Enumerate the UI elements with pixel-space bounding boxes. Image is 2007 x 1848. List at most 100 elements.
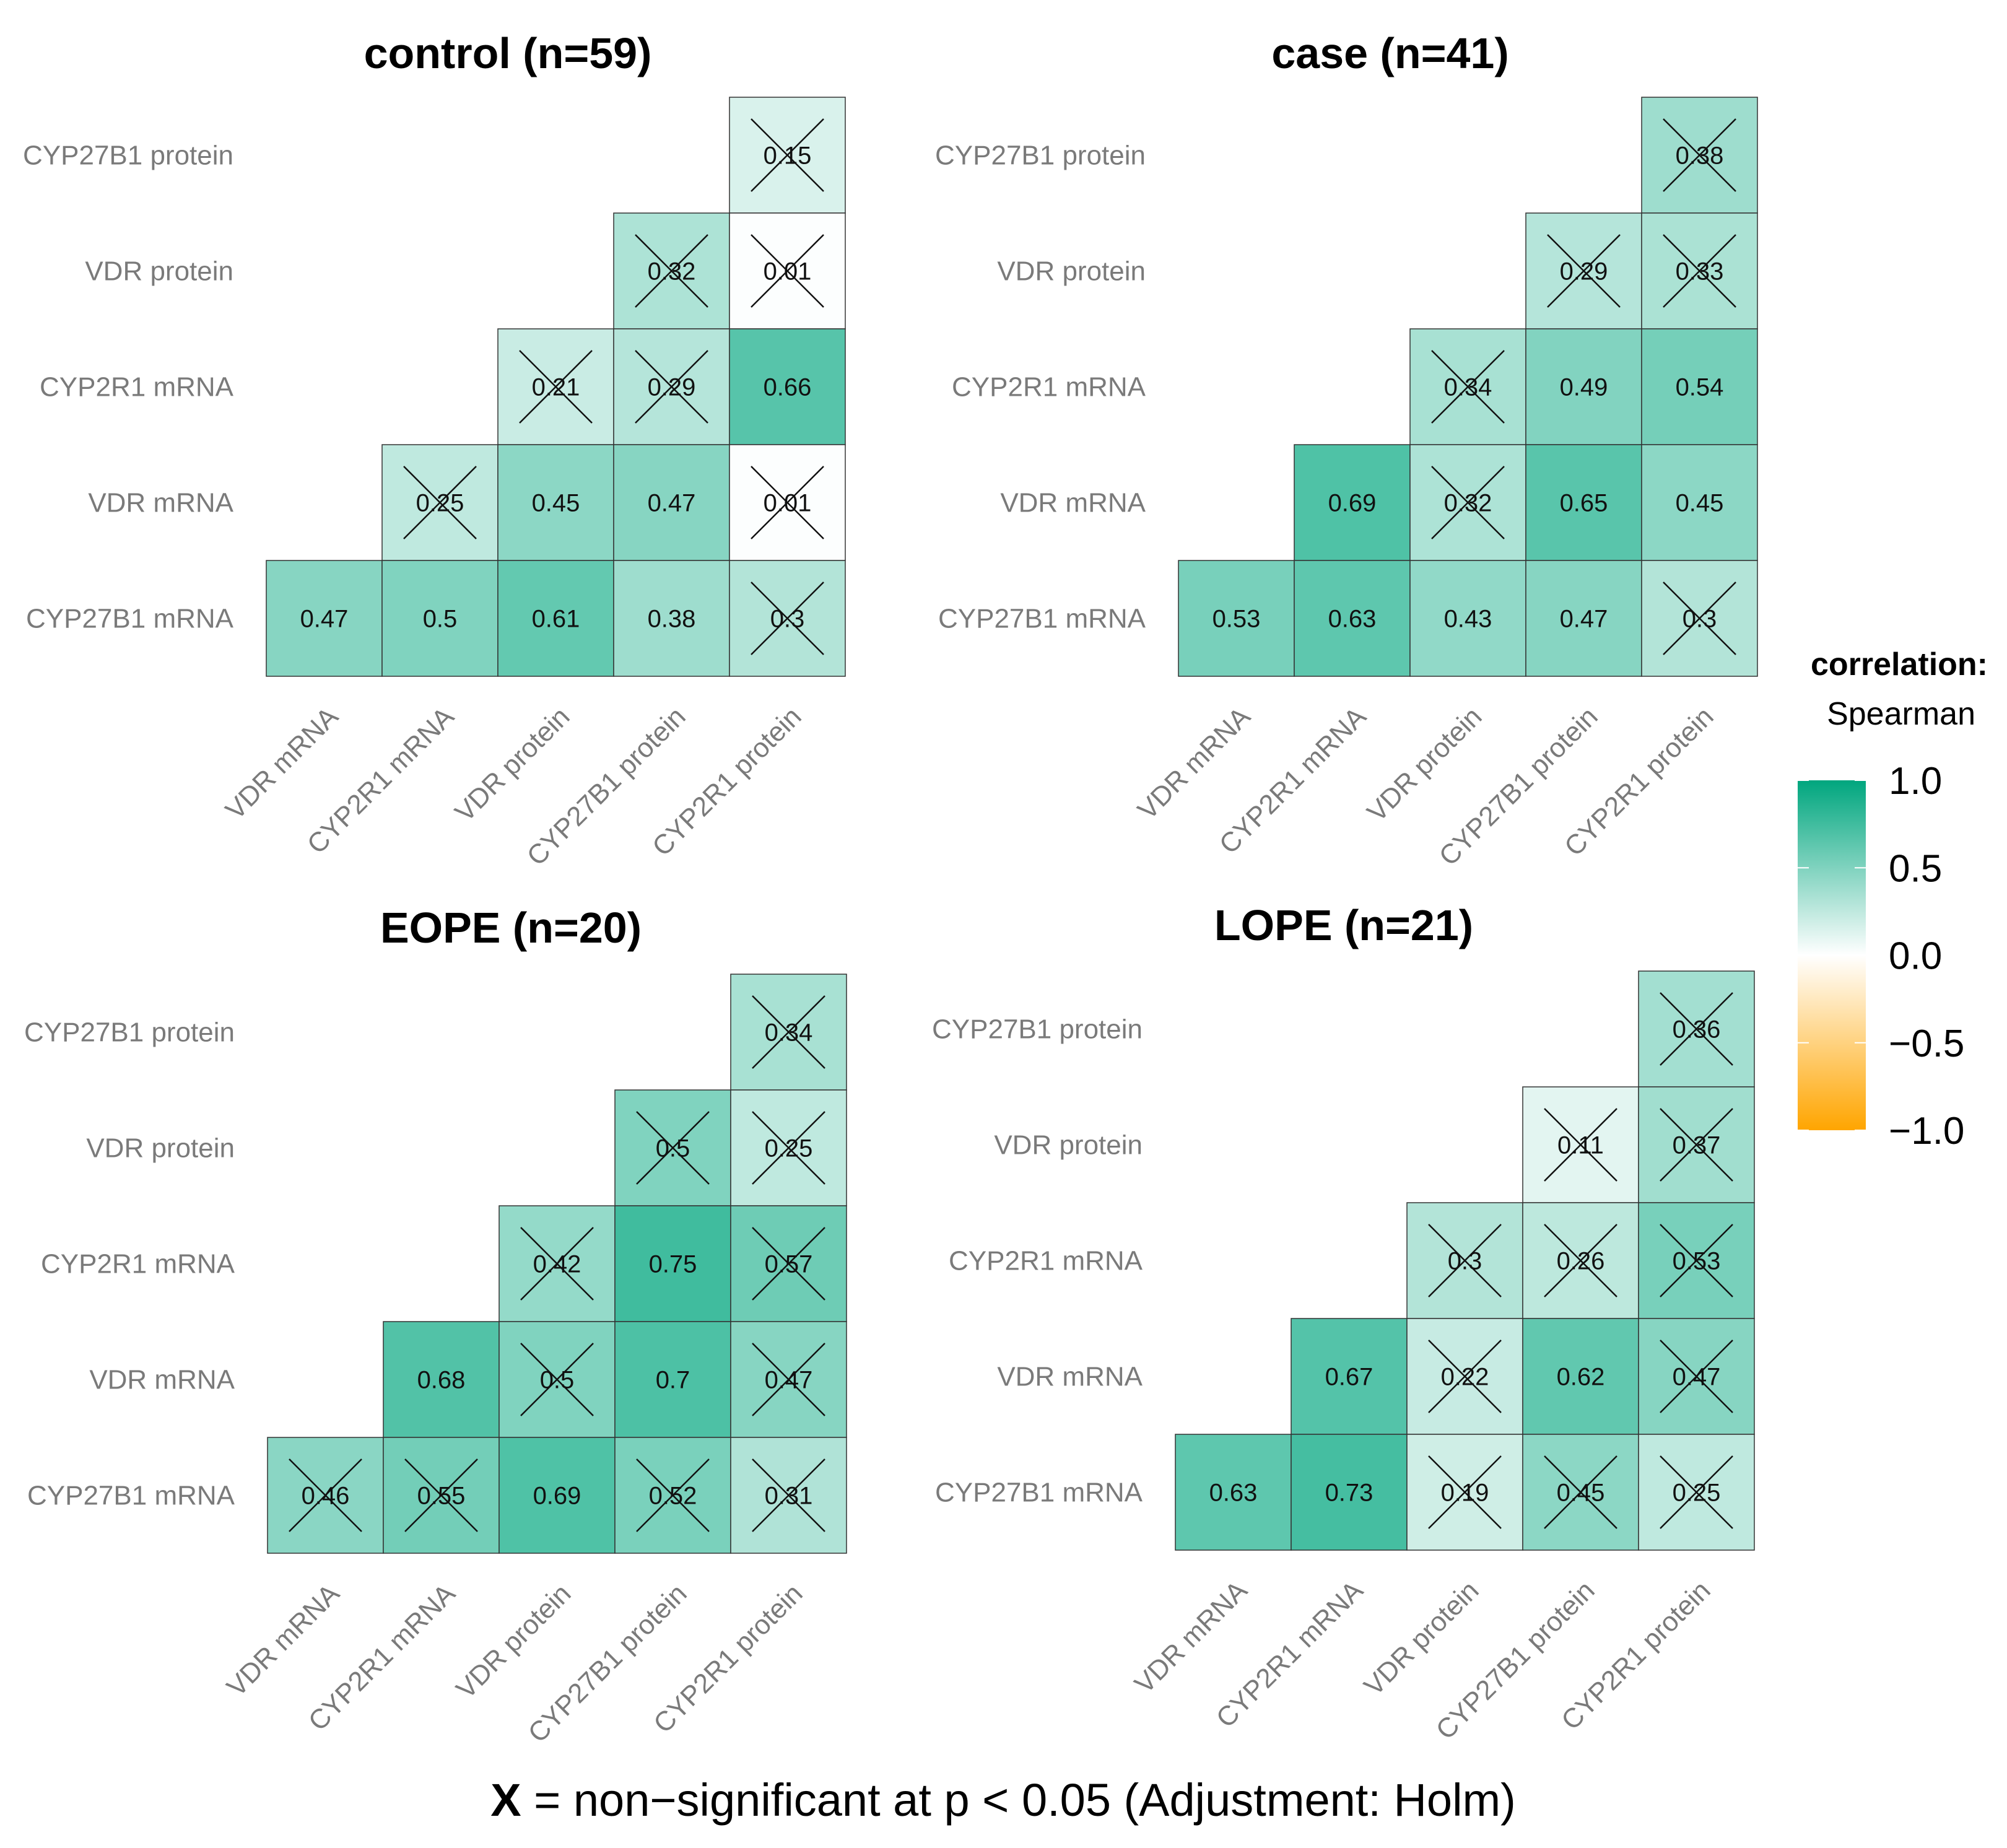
cell-value: 0.68 [417, 1367, 466, 1394]
heatmap-cell: 0.45 [497, 444, 614, 561]
heatmap-cell: 0.36 [1638, 970, 1755, 1087]
nonsignificant-cross-b [1428, 1455, 1502, 1529]
nonsignificant-cross-b [1544, 1224, 1617, 1297]
heatmap-cell: 0.67 [1291, 1318, 1408, 1435]
cell-value: 0.47 [1560, 606, 1608, 633]
column-label: VDR protein [449, 701, 575, 827]
cell-value: 0.65 [1560, 490, 1608, 517]
panels-layer: control (n=59) CYP27B1 protein VDR protein… [23, 29, 1758, 1748]
nonsignificant-cross-b [289, 1458, 362, 1532]
heatmap-cell: 0.29 [1525, 212, 1642, 329]
heatmap-cell: 0.5 [381, 560, 498, 677]
cell-fill [497, 560, 614, 677]
legend-title: correlation: [1811, 647, 1988, 682]
heatmap-cell: 0.47 [266, 560, 383, 677]
cell-fill [383, 1321, 500, 1438]
nonsignificant-cross-b [1663, 234, 1736, 308]
cell-fill [729, 328, 846, 445]
cell-fill [1525, 328, 1642, 445]
heatmap-cell: 0.31 [730, 1437, 847, 1554]
heatmap-cell: 0.45 [1522, 1434, 1639, 1551]
heatmap-cell: 0.3 [729, 560, 846, 677]
nonsignificant-cross-b [519, 350, 593, 424]
column-label: VDR mRNA [1129, 1575, 1253, 1699]
cell-fill [498, 1437, 616, 1554]
heatmap-cell: 0.26 [1522, 1202, 1639, 1319]
cell-fill [1525, 560, 1642, 677]
row-label: CYP27B1 protein [935, 141, 1146, 171]
nonsignificant-cross-b [404, 1458, 478, 1532]
cell-fill [497, 444, 614, 561]
row-label: CYP2R1 mRNA [41, 1249, 235, 1279]
heatmap-cell: 0.29 [613, 328, 730, 445]
heatmap-cell: 0.69 [1294, 444, 1411, 561]
cell-value: 0.38 [648, 606, 696, 633]
heatmap-cell: 0.46 [267, 1437, 384, 1554]
heatmap-cell: 0.25 [381, 444, 498, 561]
heatmap-cell: 0.63 [1175, 1434, 1292, 1551]
cell-value: 0.43 [1444, 606, 1492, 633]
nonsignificant-cross-b [1663, 118, 1736, 192]
nonsignificant-cross-b [751, 582, 824, 655]
nonsignificant-cross-b [752, 1343, 825, 1416]
heatmap-cell: 0.73 [1291, 1434, 1408, 1551]
cell-value: 0.5 [423, 606, 458, 633]
heatmap-cell: 0.5 [614, 1089, 731, 1206]
caption-symbol: X [490, 1774, 521, 1826]
cell-value: 0.73 [1325, 1480, 1374, 1507]
nonsignificant-cross-b [752, 1227, 825, 1301]
nonsignificant-cross-b [1660, 1340, 1733, 1413]
heatmap-cell: 0.38 [613, 560, 730, 677]
cell-fill [1522, 1318, 1639, 1435]
panel-title: EOPE (n=20) [380, 904, 642, 952]
row-label: VDR protein [994, 1130, 1143, 1161]
cell-value: 0.63 [1328, 606, 1377, 633]
cell-value: 0.69 [1328, 490, 1377, 517]
heatmap-cell: 0.45 [1641, 444, 1758, 561]
heatmap-cell: 0.3 [1641, 560, 1758, 677]
row-label: CYP27B1 protein [24, 1018, 235, 1048]
heatmap-cell: 0.52 [614, 1437, 731, 1554]
column-label: VDR protein [450, 1578, 577, 1704]
nonsignificant-cross-b [1660, 1455, 1733, 1529]
legend-subtitle: Spearman [1827, 696, 1975, 732]
row-label: CYP27B1 mRNA [27, 1481, 235, 1511]
row-label: VDR protein [86, 1133, 235, 1164]
heatmap-cell: 0.32 [1409, 444, 1526, 561]
heatmap-cell: 0.01 [729, 444, 846, 561]
heatmap-cell: 0.54 [1641, 328, 1758, 445]
heatmap-cell: 0.63 [1294, 560, 1411, 677]
cell-fill [1638, 1086, 1755, 1203]
heatmap-cell: 0.57 [730, 1205, 847, 1322]
heatmap-cell: 0.15 [729, 97, 846, 214]
nonsignificant-cross-b [752, 1458, 825, 1532]
nonsignificant-cross-b [1431, 350, 1505, 424]
row-label: CYP27B1 protein [23, 141, 233, 171]
cell-fill [1178, 560, 1295, 677]
heatmap-cell: 0.75 [614, 1205, 731, 1322]
heatmap-cell: 0.43 [1409, 560, 1526, 677]
color-legend: correlation: Spearman 1.0 0.5 0.0 −0.5 −1.0 [1798, 647, 1988, 1153]
nonsignificant-cross-b [636, 1111, 710, 1185]
cell-fill [1291, 1318, 1408, 1435]
cell-fill [1294, 444, 1411, 561]
heatmap-cell: 0.19 [1406, 1434, 1523, 1551]
heatmap-cell: 0.34 [1409, 328, 1526, 445]
column-label: VDR mRNA [1132, 701, 1256, 826]
cell-fill [614, 1205, 731, 1322]
heatmap-cell: 0.34 [730, 974, 847, 1091]
cell-value: 0.61 [532, 606, 580, 633]
heatmap-cell: 0.33 [1641, 212, 1758, 329]
heatmap-cell: 0.47 [730, 1321, 847, 1438]
nonsignificant-cross-b [635, 350, 708, 424]
legend-colorbar [1798, 780, 1866, 1130]
cell-value: 0.66 [764, 374, 812, 401]
row-label: VDR mRNA [997, 1362, 1143, 1392]
row-label: VDR mRNA [88, 488, 233, 518]
heatmap-cell: 0.3 [1406, 1202, 1523, 1319]
cell-fill [614, 1321, 731, 1438]
legend-tick-label: 0.0 [1889, 935, 1942, 978]
nonsignificant-cross-b [1660, 1108, 1733, 1182]
legend-tick-label: −0.5 [1889, 1022, 1964, 1065]
